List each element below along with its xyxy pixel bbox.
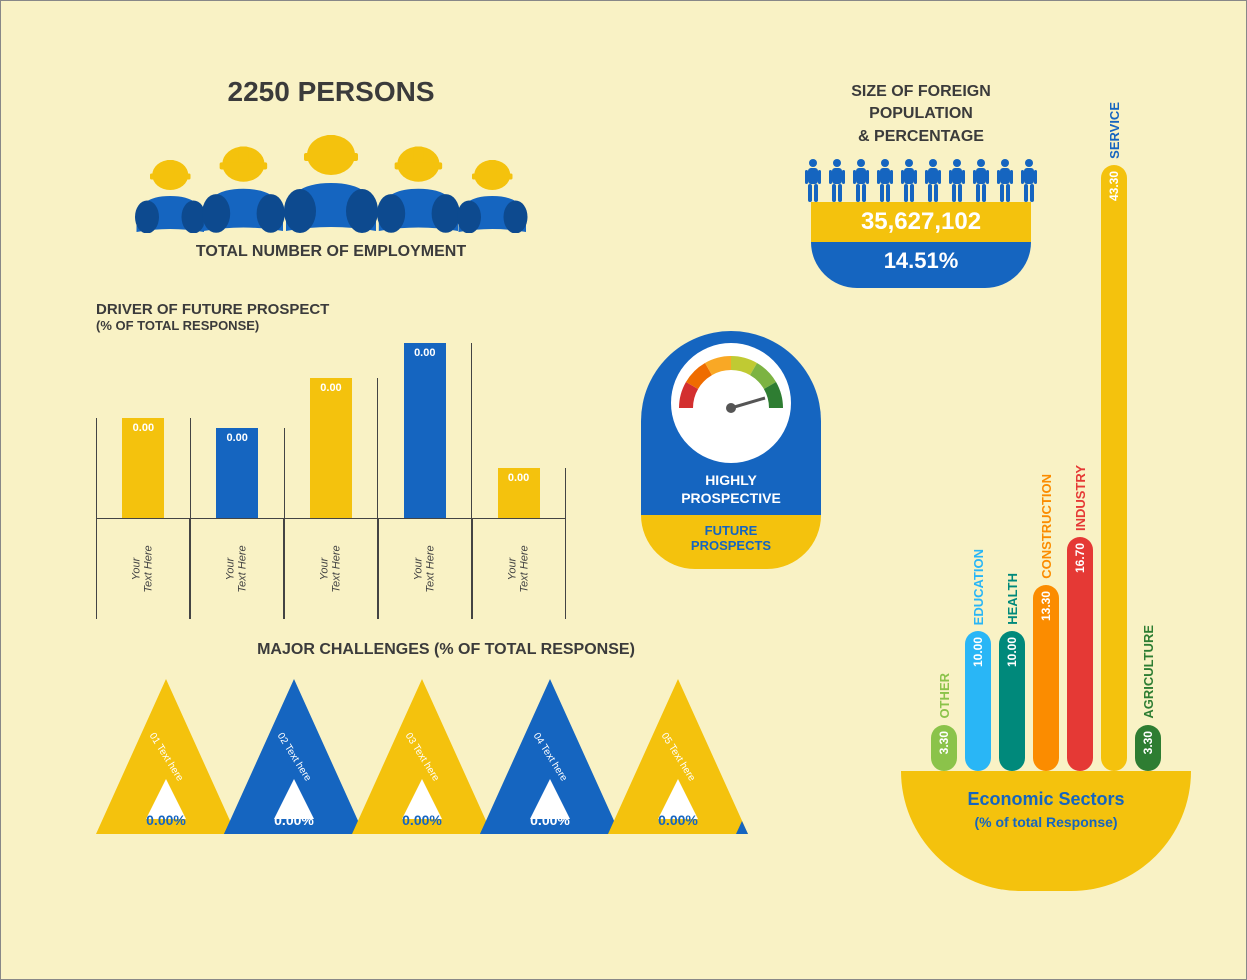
sector-name: AGRICULTURE	[1141, 625, 1156, 719]
gauge-body: HIGHLY PROSPECTIVE	[641, 331, 821, 515]
employment-title: 2250 PERSONS	[96, 76, 566, 108]
sector-bar: SERVICE 43.30	[1101, 165, 1127, 771]
sector-bar: INDUSTRY 16.70	[1067, 537, 1093, 771]
sector-bar: CONSTRUCTION 13.30	[1033, 585, 1059, 771]
sectors-section: OTHER 3.30 EDUCATION 10.00 HEALTH 10.00 …	[881, 86, 1211, 916]
sector-name: OTHER	[937, 673, 952, 719]
driver-subtitle: (% OF TOTAL RESPONSE)	[96, 318, 566, 333]
bar-label: Your Text Here	[284, 519, 378, 619]
person-icon	[851, 158, 871, 204]
sector-value: 13.30	[1039, 585, 1053, 627]
sector-name: SERVICE	[1107, 102, 1122, 159]
worker-row	[96, 123, 566, 233]
gauge-line2: PROSPECTIVE	[653, 489, 809, 507]
sector-value: 43.30	[1107, 165, 1121, 207]
sector-value: 3.30	[937, 725, 951, 760]
triangle-pct: 0.00%	[352, 812, 492, 828]
challenge-triangle: 02 Text here 0.00%	[224, 679, 364, 834]
gauge-dial	[671, 343, 791, 463]
gauge-line1: HIGHLY	[653, 471, 809, 489]
bar-label: Your Text Here	[378, 519, 472, 619]
bar: 0.00	[122, 418, 164, 518]
challenges-title: MAJOR CHALLENGES (% OF TOTAL RESPONSE)	[96, 641, 796, 659]
gauge-section: HIGHLY PROSPECTIVE FUTUREPROSPECTS	[641, 331, 821, 569]
bar-column: 0.00	[472, 468, 566, 518]
sector-name: EDUCATION	[971, 549, 986, 625]
bar-column: 0.00	[191, 428, 285, 518]
employment-subtitle: TOTAL NUMBER OF EMPLOYMENT	[96, 243, 566, 261]
person-icon	[827, 158, 847, 204]
sector-bar: EDUCATION 10.00	[965, 631, 991, 771]
bar: 0.00	[404, 343, 446, 518]
gauge-footer: FUTUREPROSPECTS	[641, 515, 821, 569]
bar: 0.00	[310, 378, 352, 518]
challenge-triangle: 04 Text here 0.00%	[480, 679, 620, 834]
bar: 0.00	[216, 428, 258, 518]
sector-value: 3.30	[1141, 725, 1155, 760]
bar-column: 0.00	[96, 418, 191, 518]
bar: 0.00	[498, 468, 540, 518]
sector-bar: AGRICULTURE 3.30	[1135, 725, 1161, 771]
sectors-title: Economic Sectors	[901, 789, 1191, 810]
bar-column: 0.00	[378, 343, 472, 518]
challenge-triangle: 05 Text here 0.00%	[608, 679, 748, 834]
sector-value: 10.00	[1005, 631, 1019, 673]
sector-bar: OTHER 3.30	[931, 725, 957, 771]
driver-title: DRIVER OF FUTURE PROSPECT	[96, 301, 566, 318]
sector-name: INDUSTRY	[1073, 465, 1088, 531]
sector-bar: HEALTH 10.00	[999, 631, 1025, 771]
triangle-pct: 0.00%	[96, 812, 236, 828]
driver-chart: DRIVER OF FUTURE PROSPECT (% OF TOTAL RE…	[96, 301, 566, 619]
triangle-pct: 0.00%	[608, 812, 748, 828]
person-icon	[803, 158, 823, 204]
employment-section: 2250 PERSONS	[96, 76, 566, 261]
sector-name: CONSTRUCTION	[1039, 474, 1054, 579]
bar-label: Your Text Here	[96, 519, 190, 619]
sector-value: 10.00	[971, 631, 985, 673]
triangle-pct: 0.00%	[480, 812, 620, 828]
challenge-triangle: 01 Text here 0.00%	[96, 679, 236, 834]
challenge-triangle: 03 Text here 0.00%	[352, 679, 492, 834]
bar-column: 0.00	[285, 378, 379, 518]
bar-label: Your Text Here	[190, 519, 284, 619]
sector-value: 16.70	[1073, 537, 1087, 579]
sector-name: HEALTH	[1005, 573, 1020, 625]
bar-label: Your Text Here	[472, 519, 566, 619]
challenges-section: MAJOR CHALLENGES (% OF TOTAL RESPONSE) 0…	[96, 641, 796, 834]
triangle-pct: 0.00%	[224, 812, 364, 828]
worker-icon	[451, 151, 534, 234]
sectors-bowl: Economic Sectors (% of total Response)	[901, 771, 1191, 891]
sectors-subtitle: (% of total Response)	[901, 814, 1191, 830]
